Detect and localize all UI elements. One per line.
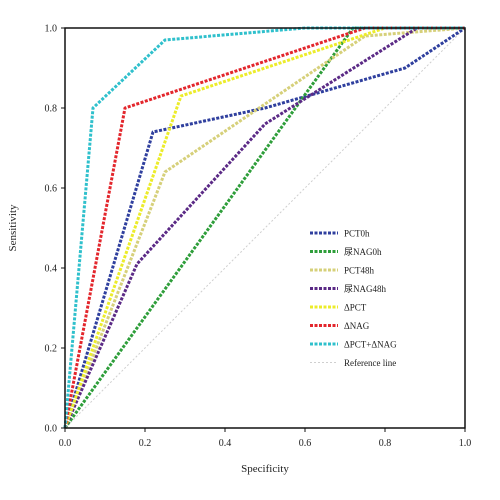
y-tick-label: 0.6 bbox=[45, 184, 58, 195]
x-axis-ticks: 0.0 0.2 0.4 0.6 0.8 1.0 bbox=[59, 428, 472, 449]
legend-label-3: 尿NAG48h bbox=[344, 284, 386, 294]
plot-frame bbox=[64, 27, 466, 429]
series-line-0 bbox=[63, 26, 466, 429]
y-tick-label: 0.4 bbox=[45, 264, 58, 275]
x-axis-title: Specificity bbox=[241, 463, 289, 475]
x-tick-label: 0.8 bbox=[379, 438, 392, 449]
legend-label-2: PCT48h bbox=[344, 266, 375, 276]
series-line-5 bbox=[63, 26, 465, 429]
x-tick-label: 0.0 bbox=[59, 438, 72, 449]
series-line-2 bbox=[63, 26, 466, 429]
x-tick-label: 0.4 bbox=[219, 438, 232, 449]
legend: PCT0h 尿NAG0h PCT48h 尿NAG48h ΔPCT ΔNAG ΔPCT+ΔNA… bbox=[310, 229, 397, 368]
y-tick-label: 0.0 bbox=[45, 424, 58, 435]
legend-label-1: 尿NAG0h bbox=[344, 247, 382, 257]
y-axis-title: Sensitivity bbox=[7, 204, 19, 252]
y-tick-label: 0.2 bbox=[45, 344, 58, 355]
x-tick-label: 0.2 bbox=[139, 438, 152, 449]
y-axis-ticks: 0.0 0.2 0.4 0.6 0.8 1.0 bbox=[45, 24, 65, 435]
y-tick-label: 1.0 bbox=[45, 24, 58, 35]
legend-label-6: ΔPCT+ΔNAG bbox=[344, 340, 397, 350]
legend-label-4: ΔPCT bbox=[344, 303, 367, 313]
x-tick-label: 0.6 bbox=[299, 438, 312, 449]
plot-lines bbox=[63, 26, 466, 429]
series-line-4 bbox=[63, 26, 465, 429]
legend-label-0: PCT0h bbox=[344, 229, 370, 239]
x-tick-label: 1.0 bbox=[459, 438, 472, 449]
legend-label-7: Reference line bbox=[344, 358, 396, 368]
y-tick-label: 0.8 bbox=[45, 104, 58, 115]
legend-label-5: ΔNAG bbox=[344, 321, 370, 331]
